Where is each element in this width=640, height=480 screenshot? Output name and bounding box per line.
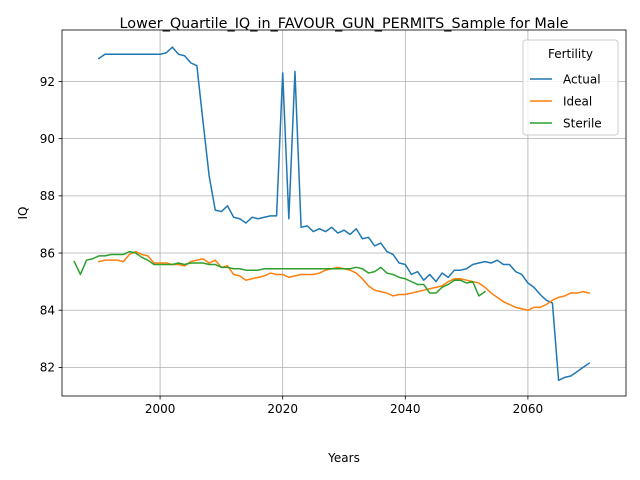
chart-title: Lower_Quartile_IQ_in_FAVOUR_GUN_PERMITS_…	[120, 16, 569, 32]
legend-title: Fertility	[548, 47, 593, 61]
x-tick-label: 2000	[145, 402, 176, 416]
x-axis-label: Years	[327, 451, 360, 465]
x-tick-label: 2060	[513, 402, 544, 416]
series-line-actual	[97, 46, 591, 382]
legend-label-ideal: Ideal	[563, 94, 592, 108]
y-tick-label: 88	[40, 189, 55, 203]
legend: Fertility Actual Ideal Sterile	[522, 39, 619, 136]
legend-label-actual: Actual	[563, 72, 601, 86]
y-tick-label: 90	[40, 132, 55, 146]
y-axis-label: IQ	[16, 207, 30, 220]
grid	[62, 30, 626, 396]
y-tick-label: 86	[40, 246, 55, 260]
legend-box	[522, 39, 619, 136]
y-tick-label: 92	[40, 75, 55, 89]
legend-label-sterile: Sterile	[563, 116, 602, 130]
axis-ticks: 2000 2020 2040 2060 82 84 86 88 90 92	[40, 75, 543, 416]
y-tick-label: 82	[40, 361, 55, 375]
x-tick-label: 2020	[267, 402, 298, 416]
x-tick-label: 2040	[390, 402, 421, 416]
legend-entries: Actual Ideal Sterile	[530, 72, 602, 130]
plot-area-frame	[61, 29, 627, 397]
series-lines	[73, 46, 591, 382]
series-line-sterile	[73, 250, 487, 297]
y-tick-label: 84	[40, 304, 55, 318]
